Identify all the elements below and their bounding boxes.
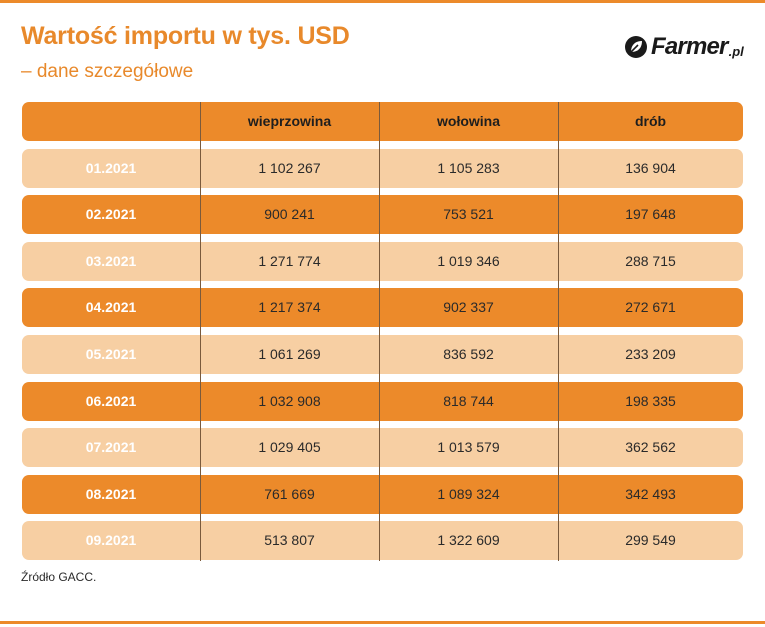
value-cell: 197 648 — [625, 206, 676, 222]
leaf-icon — [625, 36, 647, 58]
page-subtitle: – dane szczegółowe — [21, 61, 194, 82]
page-title: Wartość importu w tys. USD — [21, 22, 350, 50]
column-divider — [200, 102, 201, 561]
month-cell: 07.2021 — [85, 439, 137, 455]
month-cell: 01.2021 — [85, 160, 137, 176]
value-cell: 1 102 267 — [258, 160, 321, 176]
value-cell: 1 029 405 — [258, 439, 321, 455]
value-cell: 1 019 346 — [437, 253, 500, 269]
value-cell: 818 744 — [443, 393, 494, 409]
month-cell: 09.2021 — [85, 532, 137, 548]
value-cell: 233 209 — [625, 346, 676, 362]
bottom-rule — [0, 621, 765, 624]
value-cell: 272 671 — [625, 299, 676, 315]
table-row: 06.2021 1 032 908 818 744 198 335 — [22, 382, 743, 421]
table-row: 09.2021 513 807 1 322 609 299 549 — [22, 521, 743, 560]
value-cell: 1 032 908 — [258, 393, 321, 409]
brand-logo: Farmer .pl — [624, 30, 744, 64]
month-cell: 05.2021 — [85, 346, 137, 362]
table-row: 07.2021 1 029 405 1 013 579 362 562 — [22, 428, 743, 467]
month-cell: 03.2021 — [85, 253, 137, 269]
month-cell: 08.2021 — [85, 486, 137, 502]
value-cell: 761 669 — [264, 486, 315, 502]
table-row: 03.2021 1 271 774 1 019 346 288 715 — [22, 242, 743, 281]
value-cell: 288 715 — [625, 253, 676, 269]
value-cell: 1 061 269 — [258, 346, 321, 362]
value-cell: 1 322 609 — [437, 532, 500, 548]
value-cell: 342 493 — [625, 486, 676, 502]
value-cell: 836 592 — [443, 346, 494, 362]
header-cell-drob: drób — [634, 113, 667, 129]
table-header-row: wieprzowina wołowina drób — [22, 102, 743, 141]
value-cell: 1 217 374 — [258, 299, 321, 315]
table-row: 05.2021 1 061 269 836 592 233 209 — [22, 335, 743, 374]
logo-text: Farmer — [651, 33, 728, 60]
value-cell: 513 807 — [264, 532, 315, 548]
value-cell: 1 105 283 — [437, 160, 500, 176]
value-cell: 902 337 — [443, 299, 494, 315]
value-cell: 299 549 — [625, 532, 676, 548]
table-row: 01.2021 1 102 267 1 105 283 136 904 — [22, 149, 743, 188]
header-cell-wieprzowina: wieprzowina — [247, 113, 332, 129]
source-note: Źródło GACC. — [21, 570, 97, 584]
month-cell: 04.2021 — [85, 299, 137, 315]
logo-suffix: .pl — [728, 43, 744, 59]
value-cell: 362 562 — [625, 439, 676, 455]
value-cell: 136 904 — [625, 160, 676, 176]
month-cell: 02.2021 — [85, 206, 137, 222]
column-divider — [558, 102, 559, 561]
table-row: 08.2021 761 669 1 089 324 342 493 — [22, 475, 743, 514]
table-row: 04.2021 1 217 374 902 337 272 671 — [22, 288, 743, 327]
value-cell: 1 013 579 — [437, 439, 500, 455]
value-cell: 753 521 — [443, 206, 494, 222]
column-divider — [379, 102, 380, 561]
header-cell-wolowina: wołowina — [437, 113, 500, 129]
value-cell: 900 241 — [264, 206, 315, 222]
table-row: 02.2021 900 241 753 521 197 648 — [22, 195, 743, 234]
value-cell: 198 335 — [625, 393, 676, 409]
month-cell: 06.2021 — [85, 393, 137, 409]
top-rule — [0, 0, 765, 3]
value-cell: 1 271 774 — [258, 253, 321, 269]
header-cell-empty — [22, 102, 200, 141]
value-cell: 1 089 324 — [437, 486, 500, 502]
